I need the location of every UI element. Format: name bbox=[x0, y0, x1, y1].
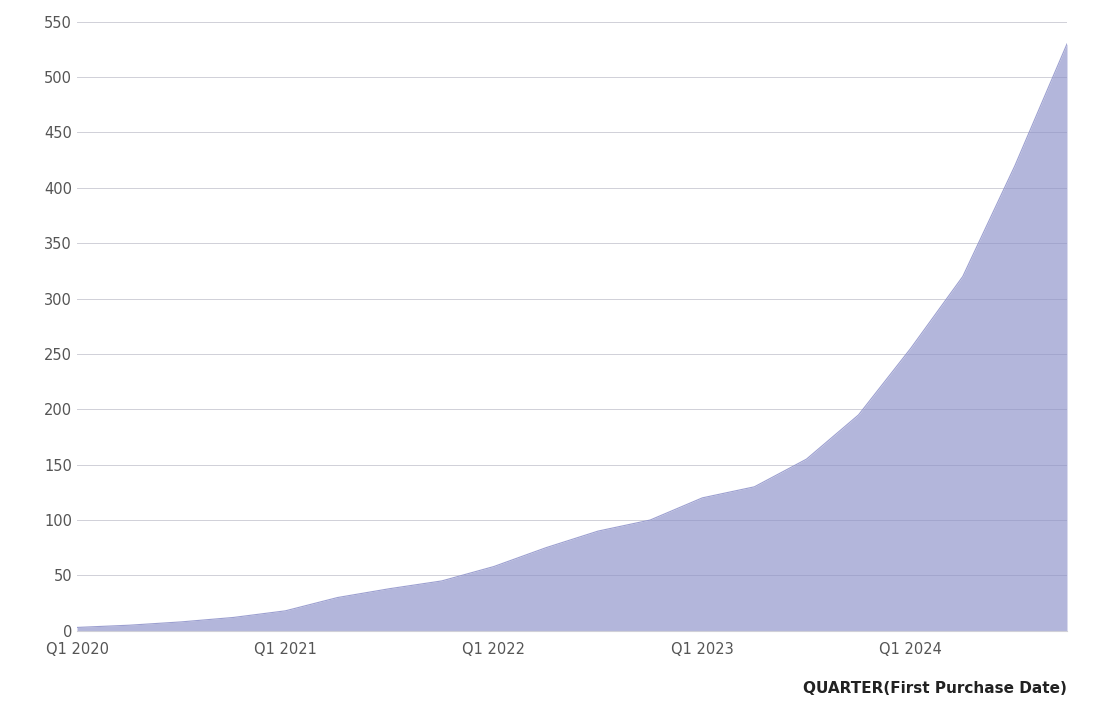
Text: QUARTER(First Purchase Date): QUARTER(First Purchase Date) bbox=[803, 681, 1067, 696]
